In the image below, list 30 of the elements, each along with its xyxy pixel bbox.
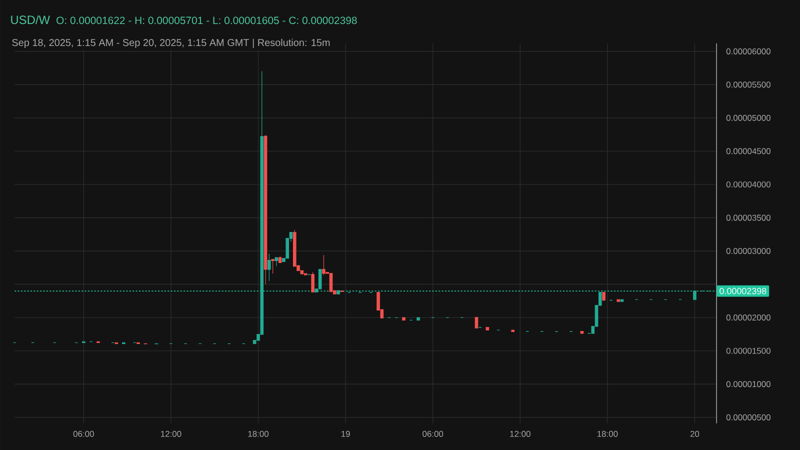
x-tick-label: 06:00 (422, 430, 444, 437)
y-tick-label: 0.00001000 (726, 381, 770, 388)
candlestick (311, 272, 314, 292)
x-tick-label: 12:00 (510, 430, 530, 437)
x-tick-label: 06:00 (73, 430, 94, 437)
y-tick-label: 0.00004500 (726, 148, 770, 154)
y-tick-label: 0.00006000 (726, 48, 770, 54)
chart-subtitle: Sep 18, 2025, 1:15 AM - Sep 20, 2025, 1:15 AM GMT | Resolution: 15m (12, 38, 330, 48)
y-tick-label: 0.00005500 (726, 82, 770, 88)
x-tick-label: 12:00 (161, 430, 182, 437)
y-tick-label: 0.00004000 (726, 181, 770, 188)
candlestick (318, 269, 322, 290)
chart-title: USD/W (11, 15, 50, 24)
x-tick-label: 18:00 (597, 430, 618, 437)
y-tick-label: 0.00005000 (726, 114, 770, 121)
candlestick (268, 253, 271, 282)
y-tick-label: 0.00003500 (726, 214, 770, 221)
ref-line-label: 0.00002398 (720, 288, 766, 294)
candlestick (271, 259, 274, 274)
x-tick-label: 19 (341, 430, 350, 437)
y-tick-label: 0.00002000 (726, 314, 770, 321)
y-tick-label: 0.00000500 (726, 414, 770, 420)
x-tick-label: 18:00 (248, 430, 269, 437)
candlestick (329, 273, 333, 292)
candlestick (322, 254, 326, 276)
text: O: 0.00001622 - H: 0.00005701 - L: 0.00001605 - C: 0.00002398 (56, 16, 357, 24)
y-tick-label: 0.00003000 (726, 248, 770, 254)
candlestick (474, 317, 478, 328)
x-tick-label: 20 (690, 430, 700, 437)
y-tick-label: 0.00001500 (726, 348, 770, 354)
